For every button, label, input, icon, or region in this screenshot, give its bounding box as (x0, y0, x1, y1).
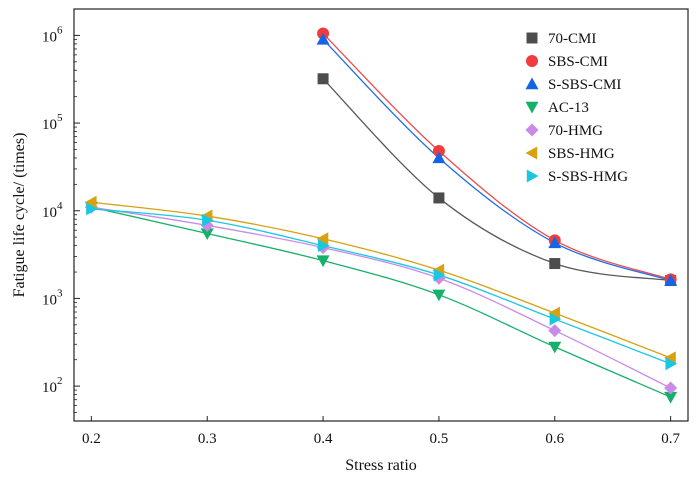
legend-label-s-sbs-cmi: S-SBS-CMI (548, 77, 621, 93)
point-70-cmi (433, 192, 445, 204)
point-sbs-hmg (548, 306, 560, 320)
point-s-sbs-hmg (665, 357, 678, 371)
point-sbs-hmg (84, 195, 97, 209)
point-sbs-hmg (664, 351, 676, 365)
fit-curves (91, 33, 671, 398)
x-tick-label: 0.7 (661, 431, 680, 447)
legend-marker-s-sbs-cmi (525, 77, 539, 90)
point-70-hmg (664, 381, 678, 395)
point-s-sbs-cmi (548, 236, 562, 249)
y-tick-label: 104 (42, 200, 63, 221)
point-70-hmg (548, 324, 562, 338)
x-tick-label: 0.6 (545, 431, 564, 447)
curve-ac-13 (91, 206, 671, 398)
legend-label-sbs-hmg: SBS-HMG (548, 146, 615, 162)
curve-70-hmg (91, 206, 671, 389)
legend-label-70-hmg: 70-HMG (548, 123, 603, 139)
point-s-sbs-hmg (317, 239, 330, 253)
x-tick-label: 0.4 (314, 431, 333, 447)
legend-label-70-cmi: 70-CMI (548, 31, 596, 47)
legend-marker-ac-13 (525, 101, 539, 114)
legend-label-ac-13: AC-13 (548, 100, 589, 116)
legend-marker-70-cmi (526, 32, 538, 44)
legend-marker-sbs-cmi (526, 55, 538, 67)
y-tick-label: 102 (42, 375, 63, 396)
curve-70-cmi (322, 78, 671, 282)
legend-label-sbs-cmi: SBS-CMI (548, 54, 608, 70)
x-axis-title: Stress ratio (345, 457, 417, 474)
data-markers (84, 27, 678, 404)
legend-marker-sbs-hmg (525, 146, 538, 160)
curve-sbs-hmg (91, 201, 671, 359)
point-sbs-cmi (432, 145, 445, 158)
curve-s-sbs-hmg (91, 208, 671, 365)
x-axis-ticks: 0.2 0.3 0.4 0.5 0.6 0.7 (82, 416, 680, 447)
point-s-sbs-cmi (664, 274, 678, 286)
point-ac-13 (664, 391, 678, 404)
point-70-cmi (317, 73, 329, 85)
y-axis-ticks: 102 103 104 105 106 (42, 8, 80, 422)
x-tick-label: 0.5 (430, 431, 449, 447)
curve-s-sbs-cmi (322, 38, 671, 282)
point-ac-13 (548, 341, 562, 354)
y-axis-title: Fatigue life cycle/ (times) (11, 133, 28, 298)
curve-sbs-cmi (322, 33, 671, 280)
legend-label-s-sbs-hmg: S-SBS-HMG (548, 169, 628, 185)
point-s-sbs-hmg (549, 312, 562, 326)
y-tick-label: 106 (42, 24, 63, 45)
point-sbs-hmg (316, 232, 329, 246)
legend: 70-CMI SBS-CMI S-SBS-CMI AC-13 70-HMG SBS-HMG… (525, 31, 628, 185)
x-tick-label: 0.2 (82, 431, 101, 447)
y-tick-label: 105 (42, 112, 63, 133)
point-s-sbs-cmi (316, 32, 330, 45)
point-s-sbs-hmg (433, 268, 446, 282)
point-s-sbs-hmg (202, 213, 214, 227)
point-ac-13 (316, 255, 330, 268)
point-70-cmi (549, 258, 561, 270)
point-ac-13 (432, 289, 446, 302)
y-tick-label: 103 (42, 287, 63, 308)
legend-marker-s-sbs-hmg (526, 169, 539, 183)
point-s-sbs-hmg (86, 202, 98, 216)
legend-marker-70-hmg (525, 123, 539, 137)
x-tick-label: 0.3 (198, 431, 217, 447)
point-ac-13 (200, 228, 214, 241)
point-s-sbs-cmi (432, 151, 446, 164)
